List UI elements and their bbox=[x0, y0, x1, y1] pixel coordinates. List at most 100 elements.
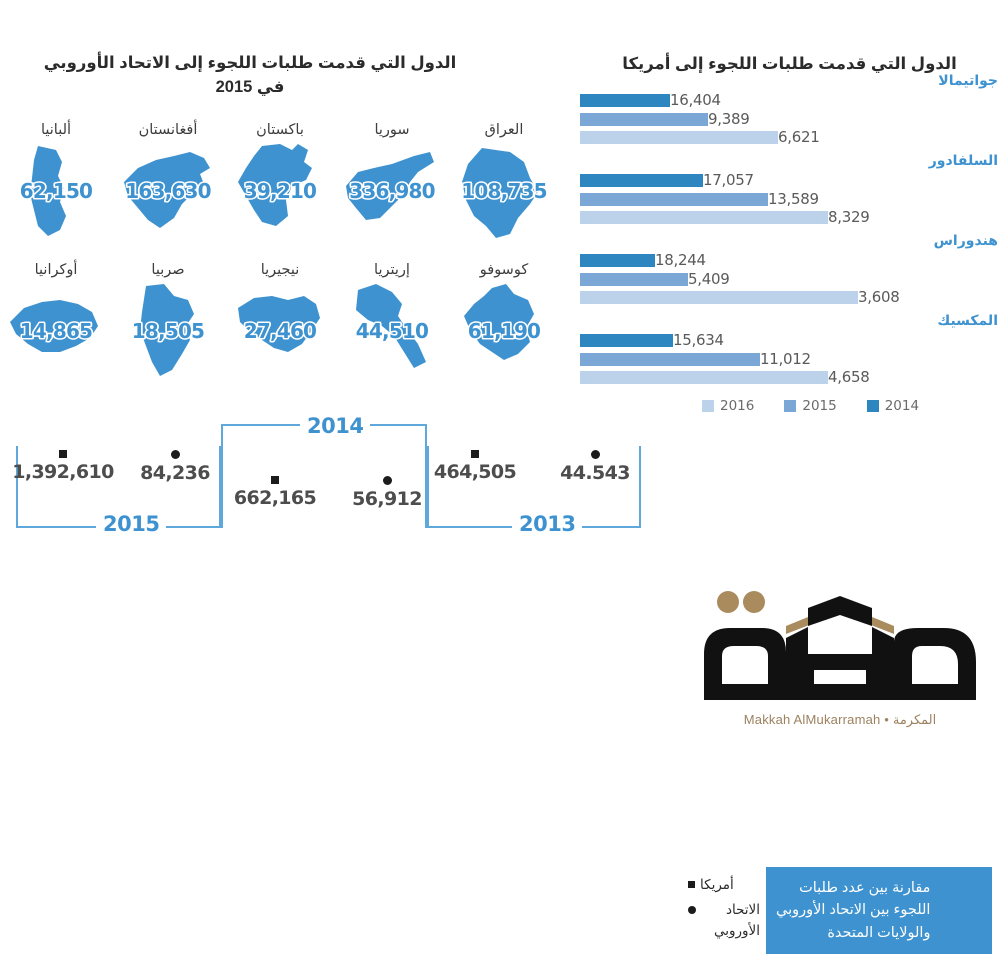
bar-row-2016: 8,329 bbox=[580, 210, 1000, 225]
country-map-serbia-icon: 18,505 bbox=[116, 282, 220, 380]
bar-value-label: 13,589 bbox=[768, 189, 819, 208]
bar-2014 bbox=[580, 334, 673, 347]
comparison-caption-text: مقارنة بين عدد طلبات اللجوء بين الاتحاد … bbox=[766, 877, 942, 944]
stat-2015-us: 84,236 bbox=[110, 450, 240, 484]
legend-item-2016: 2016 bbox=[702, 398, 754, 414]
bar-value-label: 11,012 bbox=[760, 349, 811, 368]
country-card-serbia: صربيا 18,505 bbox=[112, 258, 224, 398]
bar-2016 bbox=[580, 211, 828, 224]
comparison-legend: أمريكا الاتحاد الأوروبي bbox=[688, 875, 760, 946]
us-marker-circle-2015 bbox=[170, 450, 180, 459]
country-map-syria-icon: 336,980 bbox=[340, 142, 444, 240]
bar-row-2014: 16,404 bbox=[580, 93, 1000, 108]
bar-2014 bbox=[580, 94, 670, 107]
country-value: 62,150 bbox=[18, 178, 94, 205]
legend-item-2014: 2014 bbox=[866, 398, 920, 414]
country-card-eritrea: إريتريا 44,510 bbox=[336, 258, 448, 398]
legend-swatch-icon bbox=[866, 400, 879, 412]
bar-row-2016: 4,658 bbox=[580, 370, 1000, 385]
bar-group-2: السلفادور 17,057 13,589 8,329 bbox=[580, 152, 1000, 225]
bar-2015 bbox=[580, 272, 688, 286]
caption-line-1: مقارنة بين عدد طلبات bbox=[799, 879, 931, 896]
bar-group-1: جواتيمالا 16,404 9,389 6,621 bbox=[580, 72, 1000, 145]
country-value: 39,210 bbox=[242, 178, 318, 205]
legend-label-eu: الاتحاد الأوروبي bbox=[713, 902, 760, 938]
legend-year-label: 2014 bbox=[884, 398, 920, 414]
country-name: أفغانستان bbox=[138, 122, 198, 138]
country-map-kosovo-icon: 61,190 bbox=[452, 282, 556, 380]
bar-value-label: 4,658 bbox=[828, 368, 870, 386]
bar-2014 bbox=[580, 174, 703, 187]
year-label-2013: 2013 bbox=[512, 512, 583, 536]
bar-2015 bbox=[580, 352, 760, 366]
eu-section-title: الدول التي قدمت طلبات اللجوء إلى الاتحاد… bbox=[30, 52, 470, 100]
country-card-kosovo: كوسوفو 61,190 bbox=[448, 258, 560, 398]
country-name: العراق bbox=[484, 122, 524, 138]
stat-value: 44.543 bbox=[560, 462, 630, 484]
bar-row-2014: 15,634 bbox=[580, 333, 1000, 348]
stat-2014-eu: 662,165 bbox=[210, 476, 340, 509]
eu-marker-square-2013 bbox=[471, 450, 479, 458]
country-name: صربيا bbox=[151, 262, 185, 278]
country-name: سوريا bbox=[374, 122, 410, 138]
country-map-nigeria-icon: 27,460 bbox=[228, 282, 332, 380]
year-label-2015: 2015 bbox=[96, 512, 167, 536]
bar-value-label: 9,389 bbox=[708, 109, 750, 128]
makkah-newspaper-logo: Makkah AlMukarramah • المكرمة bbox=[690, 580, 990, 740]
eu-title-line-1: الدول التي قدمت طلبات اللجوء إلى الاتحاد… bbox=[43, 53, 457, 72]
legend-row-eu: الاتحاد الأوروبي bbox=[688, 900, 760, 941]
bar-2015 bbox=[580, 192, 768, 206]
bar-group-label: المكسيك bbox=[937, 312, 998, 328]
circle-marker-icon bbox=[688, 906, 696, 915]
country-value: 163,630 bbox=[124, 178, 213, 205]
logo-caption-arabic: المكرمة bbox=[892, 712, 937, 727]
bar-value-label: 15,634 bbox=[673, 331, 724, 349]
bar-chart-legend: 2016 2015 2014 bbox=[702, 398, 982, 414]
bar-row-2014: 17,057 bbox=[580, 173, 1000, 188]
eu-country-grid: العراق 108,735 سوريا 336,980 باكستان 39,210 أف… bbox=[0, 118, 560, 398]
country-name: باكستان bbox=[256, 122, 304, 138]
country-card-albania: ألبانيا 62,150 bbox=[0, 118, 112, 258]
country-card-pakistan: باكستان 39,210 bbox=[224, 118, 336, 258]
country-name: أوكرانيا bbox=[34, 262, 78, 278]
bar-row-2014: 18,244 bbox=[580, 253, 1000, 268]
us-asylum-section: الدول التي قدمت طلبات اللجوء إلى أمريكا … bbox=[580, 0, 1000, 430]
caption-line-2: اللجوء بين الاتحاد الأوروبي bbox=[776, 902, 931, 919]
comparison-caption-box: مقارنة بين عدد طلبات اللجوء بين الاتحاد … bbox=[766, 867, 992, 954]
legend-row-america: أمريكا bbox=[688, 875, 760, 895]
eu-title-line-2: في 2015 bbox=[215, 77, 285, 96]
bar-value-label: 16,404 bbox=[670, 91, 721, 109]
bar-group-4: المكسيك 15,634 11,012 4,658 bbox=[580, 312, 1000, 385]
eu-marker-square-2015 bbox=[59, 450, 67, 458]
bar-row-2015: 9,389 bbox=[580, 109, 1000, 128]
bar-2016 bbox=[580, 291, 858, 304]
legend-label-america: أمريكا bbox=[700, 877, 734, 892]
country-map-albania-icon: 62,150 bbox=[4, 142, 108, 240]
bar-row-2016: 6,621 bbox=[580, 130, 1000, 145]
eu-us-comparison-section: 2015 1,392,610 84,236 2014 662,165 56,91… bbox=[0, 414, 1000, 954]
country-value: 108,735 bbox=[460, 178, 549, 205]
country-card-afghanistan: أفغانستان 163,630 bbox=[112, 118, 224, 258]
country-name: ألبانيا bbox=[40, 122, 72, 138]
country-map-iraq-icon: 108,735 bbox=[452, 142, 556, 240]
bar-row-2015: 11,012 bbox=[580, 349, 1000, 368]
country-value: 44,510 bbox=[354, 318, 430, 345]
bar-2016 bbox=[580, 371, 828, 384]
legend-item-2015: 2015 bbox=[784, 398, 837, 414]
country-value: 14,865 bbox=[18, 318, 94, 345]
caption-line-3: والولايات المتحدة bbox=[827, 924, 931, 941]
country-map-eritrea-icon: 44,510 bbox=[340, 282, 444, 380]
stat-value: 662,165 bbox=[233, 487, 317, 509]
stat-value: 1,392,610 bbox=[12, 461, 114, 483]
eu-asylum-section: الدول التي قدمت طلبات اللجوء إلى الاتحاد… bbox=[0, 0, 560, 410]
legend-swatch-icon bbox=[784, 400, 797, 412]
stat-value: 464,505 bbox=[433, 461, 517, 483]
country-map-afghanistan-icon: 163,630 bbox=[116, 142, 220, 240]
bar-value-label: 5,409 bbox=[688, 269, 730, 288]
bar-value-label: 8,329 bbox=[828, 208, 870, 226]
bar-2015 bbox=[580, 112, 708, 126]
bar-row-2015: 5,409 bbox=[580, 269, 1000, 288]
country-map-pakistan-icon: 39,210 bbox=[228, 142, 332, 240]
bar-row-2015: 13,589 bbox=[580, 189, 1000, 208]
